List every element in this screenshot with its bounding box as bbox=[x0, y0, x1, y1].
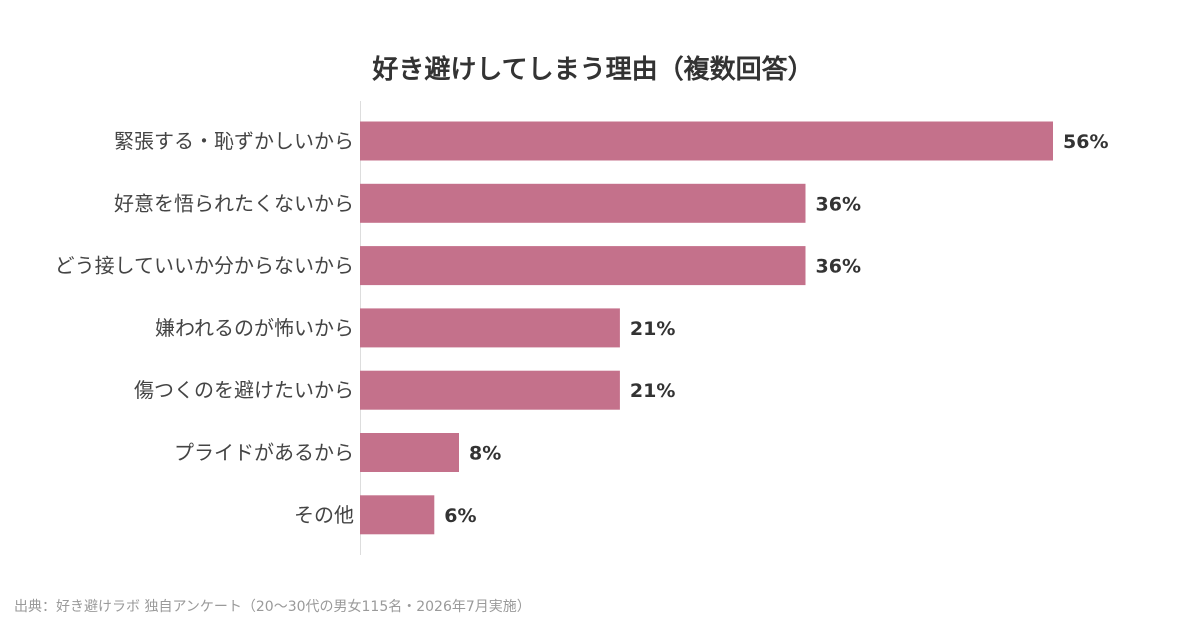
bar bbox=[360, 246, 806, 286]
bar bbox=[360, 370, 620, 410]
category-label: 嫌われるのが怖いから bbox=[155, 316, 354, 340]
bar bbox=[360, 121, 1053, 161]
value-label: 36% bbox=[816, 193, 861, 215]
value-label: 36% bbox=[816, 256, 861, 278]
category-label: 傷つくのを避けたいから bbox=[134, 378, 354, 402]
value-label: 8% bbox=[469, 443, 501, 465]
bar bbox=[360, 308, 620, 348]
category-label: その他 bbox=[294, 503, 354, 527]
source-note: 出典：好き避けラボ 独自アンケート（20〜30代の男女115名・2026年7月実… bbox=[14, 599, 531, 615]
chart-title: 好き避けしてしまう理由（複数回答） bbox=[371, 54, 813, 85]
value-label: 21% bbox=[630, 380, 675, 402]
bars-group: 緊張する・恥ずかしいから 56% 好意を悟られたくないから 36% どう接していいか分か… bbox=[55, 121, 1108, 535]
bar bbox=[360, 495, 435, 535]
category-label: 緊張する・恥ずかしいから bbox=[114, 129, 354, 153]
value-label: 56% bbox=[1063, 131, 1108, 153]
category-label: プライドがあるから bbox=[174, 441, 354, 465]
category-label: どう接していいか分からないから bbox=[55, 254, 354, 278]
value-label: 6% bbox=[444, 505, 476, 527]
category-label: 好意を悟られたくないから bbox=[114, 191, 354, 215]
value-label: 21% bbox=[630, 318, 675, 340]
bar bbox=[360, 183, 806, 223]
bar bbox=[360, 433, 459, 472]
